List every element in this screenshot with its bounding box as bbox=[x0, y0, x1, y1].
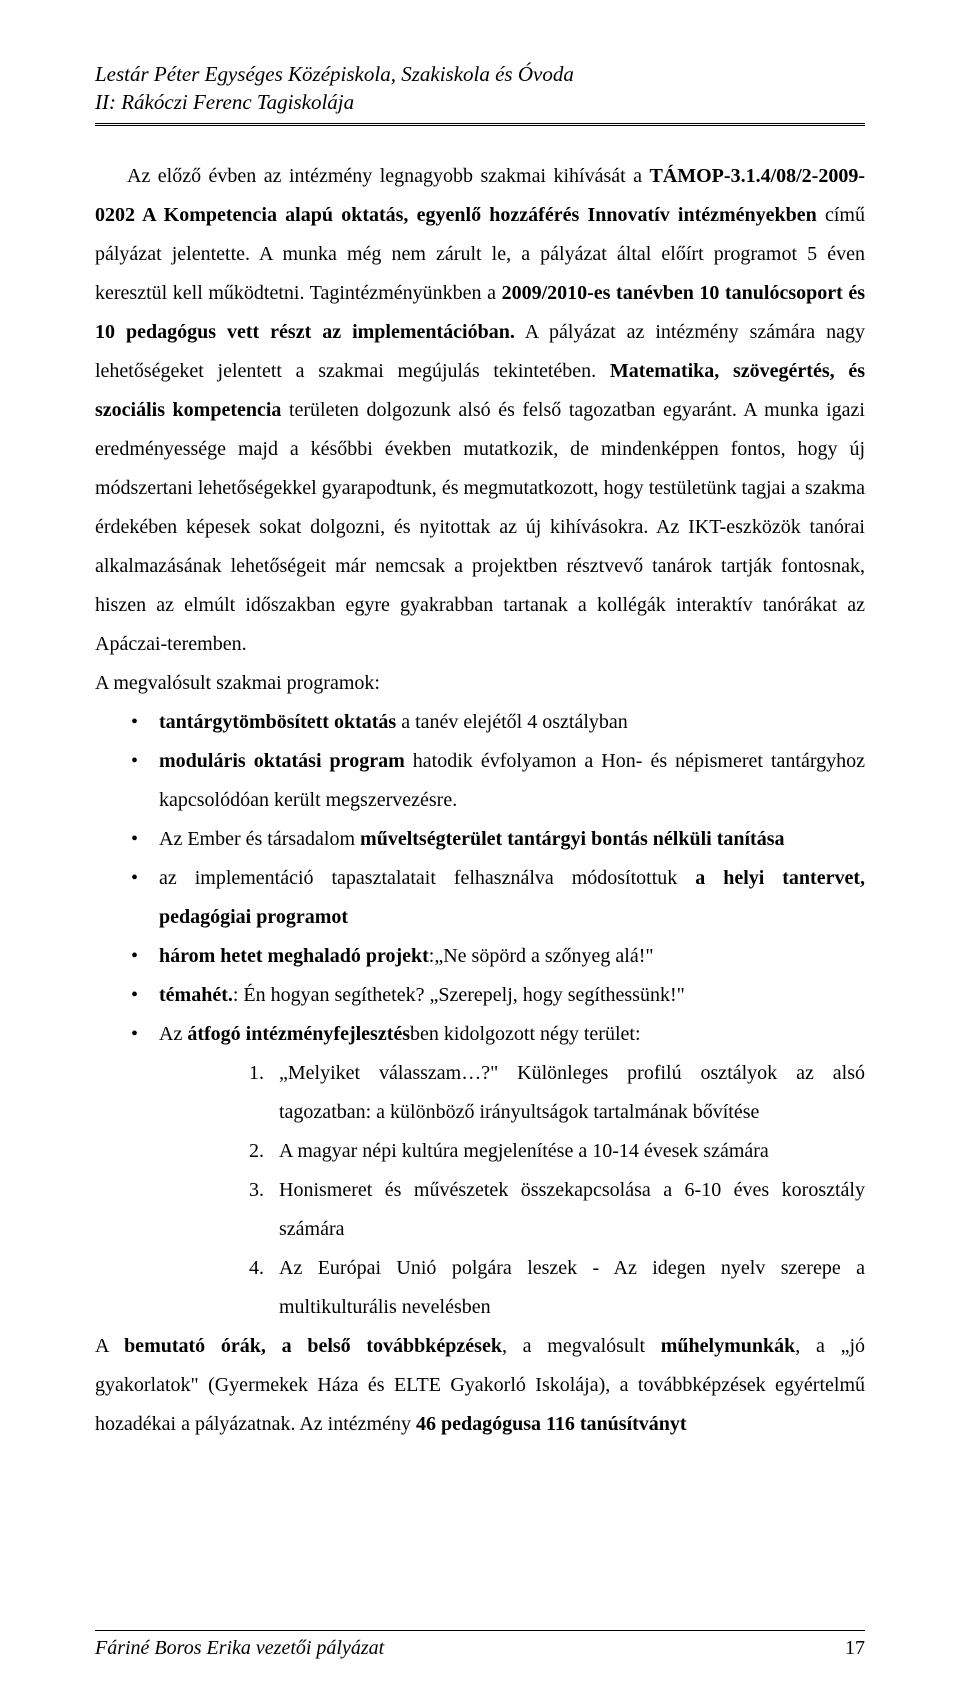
bold-segment: témahét. bbox=[159, 984, 233, 1006]
list-item: az implementáció tapasztalatait felhaszn… bbox=[131, 859, 865, 937]
list-item: Az átfogó intézményfejlesztésben kidolgo… bbox=[131, 1015, 865, 1327]
text-segment: a tanév elejétől 4 osztályban bbox=[401, 711, 628, 733]
bold-segment: műveltségterület tantárgyi bontás nélkül… bbox=[360, 828, 784, 850]
text-segment: Az bbox=[159, 1023, 187, 1045]
footer-rule bbox=[95, 1630, 865, 1631]
text-segment: : Én hogyan segíthetek? „Szerepelj, hogy… bbox=[233, 984, 685, 1006]
text-segment: területen dolgozunk alsó és felső tagoza… bbox=[95, 399, 865, 655]
list-item: Honismeret és művészetek összekapcsolása… bbox=[249, 1171, 865, 1249]
document-body: Az előző évben az intézmény legnagyobb s… bbox=[95, 157, 865, 1444]
text-segment: Az Ember és társadalom bbox=[159, 828, 360, 850]
list-item: tantárgytömbösített oktatás a tanév elej… bbox=[131, 703, 865, 742]
text-segment: , a megvalósult bbox=[502, 1335, 661, 1357]
bold-segment: három hetet meghaladó projekt bbox=[159, 945, 429, 967]
header-line-2: II: Rákóczi Ferenc Tagiskolája bbox=[95, 88, 865, 116]
text-segment: ben kidolgozott négy terület: bbox=[410, 1023, 641, 1045]
bullet-list: tantárgytömbösített oktatás a tanév elej… bbox=[131, 703, 865, 1327]
footer-author: Fáriné Boros Erika vezetői pályázat bbox=[95, 1637, 384, 1660]
bold-segment: átfogó intézményfejlesztés bbox=[187, 1023, 410, 1045]
header-line-1: Lestár Péter Egységes Középiskola, Szaki… bbox=[95, 60, 865, 88]
page-header: Lestár Péter Egységes Középiskola, Szaki… bbox=[95, 60, 865, 117]
text-segment: A bbox=[95, 1335, 124, 1357]
list-item: Az Ember és társadalom műveltségterület … bbox=[131, 820, 865, 859]
page-number: 17 bbox=[845, 1637, 865, 1660]
text-segment: az implementáció tapasztalatait felhaszn… bbox=[159, 867, 695, 889]
bold-segment: bemutató órák, a belső továbbképzések bbox=[124, 1335, 502, 1357]
header-rule bbox=[95, 123, 865, 127]
list-item: Az Európai Unió polgára leszek - Az ideg… bbox=[249, 1249, 865, 1327]
text-segment: Az előző évben az intézmény legnagyobb s… bbox=[127, 165, 649, 187]
bold-segment: moduláris oktatási program bbox=[159, 750, 413, 772]
paragraph-2: A megvalósult szakmai programok: bbox=[95, 664, 865, 703]
bold-segment: 46 pedagógusa 116 tanúsítványt bbox=[416, 1413, 687, 1435]
list-item: témahét.: Én hogyan segíthetek? „Szerepe… bbox=[131, 976, 865, 1015]
list-item: három hetet meghaladó projekt:„Ne söpörd… bbox=[131, 937, 865, 976]
page-footer: Fáriné Boros Erika vezetői pályázat 17 bbox=[95, 1630, 865, 1660]
closing-paragraph: A bemutató órák, a belső továbbképzések,… bbox=[95, 1327, 865, 1444]
bold-segment: tantárgytömbösített oktatás bbox=[159, 711, 401, 733]
paragraph-1: Az előző évben az intézmény legnagyobb s… bbox=[95, 157, 865, 664]
list-item: „Melyiket válasszam…?" Különleges profil… bbox=[249, 1054, 865, 1132]
list-item: moduláris oktatási program hatodik évfol… bbox=[131, 742, 865, 820]
text-segment: :„Ne söpörd a szőnyeg alá!" bbox=[429, 945, 654, 967]
bold-segment: műhelymunkák bbox=[661, 1335, 796, 1357]
list-item: A magyar népi kultúra megjelenítése a 10… bbox=[249, 1132, 865, 1171]
numbered-list: „Melyiket válasszam…?" Különleges profil… bbox=[249, 1054, 865, 1327]
